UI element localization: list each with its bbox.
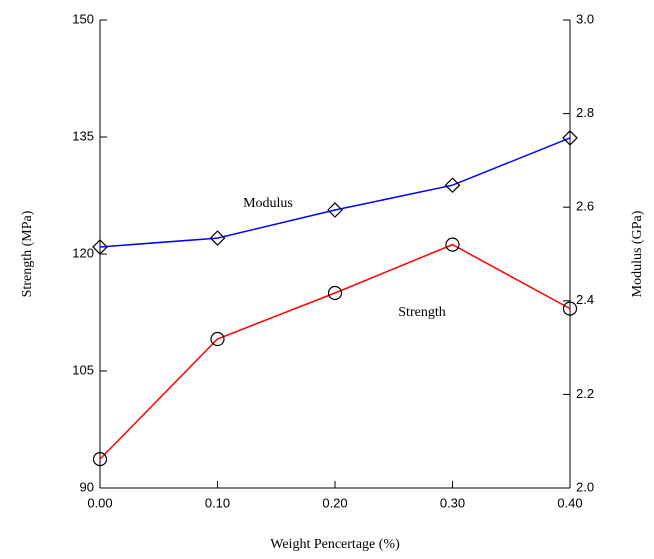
data-point — [562, 301, 578, 316]
y-axis-label: Strength (MPa) — [20, 210, 35, 297]
series-annotation: Modulus — [243, 196, 293, 211]
x-tick-label: 0.10 — [205, 495, 230, 510]
x-axis-label: Weight Pencertage (%) — [270, 537, 400, 552]
y2-axis-label: Modulus (GPa) — [630, 210, 645, 297]
x-tick-label: 0.40 — [557, 495, 582, 510]
y2-tick-label: 2.2 — [576, 386, 594, 401]
data-point — [92, 452, 108, 467]
data-point — [209, 230, 226, 246]
data-point — [327, 285, 343, 301]
data-point — [92, 239, 108, 255]
data-point — [444, 177, 461, 194]
data-point — [327, 202, 343, 218]
series-line — [99, 137, 571, 248]
x-tick-label: 0.30 — [440, 495, 465, 510]
y2-tick-label: 2.4 — [576, 292, 594, 307]
x-tick-label: 0.00 — [87, 495, 112, 510]
y2-tick-label: 2.8 — [576, 105, 594, 120]
y-tick-label: 150 — [72, 11, 94, 26]
y2-tick-label: 3.0 — [576, 11, 594, 26]
data-point — [562, 130, 578, 146]
series-line — [99, 243, 571, 460]
y2-tick-label: 2.6 — [576, 199, 594, 214]
y-tick-label: 135 — [72, 128, 94, 143]
data-point — [445, 237, 460, 252]
x-tick-label: 0.20 — [322, 495, 347, 510]
y-tick-label: 120 — [72, 245, 94, 260]
y2-tick-label: 2.0 — [576, 479, 594, 494]
y-tick-label: 90 — [80, 479, 94, 494]
y-tick-label: 105 — [72, 362, 94, 377]
series-annotation: Strength — [398, 305, 445, 320]
data-point — [210, 331, 225, 347]
